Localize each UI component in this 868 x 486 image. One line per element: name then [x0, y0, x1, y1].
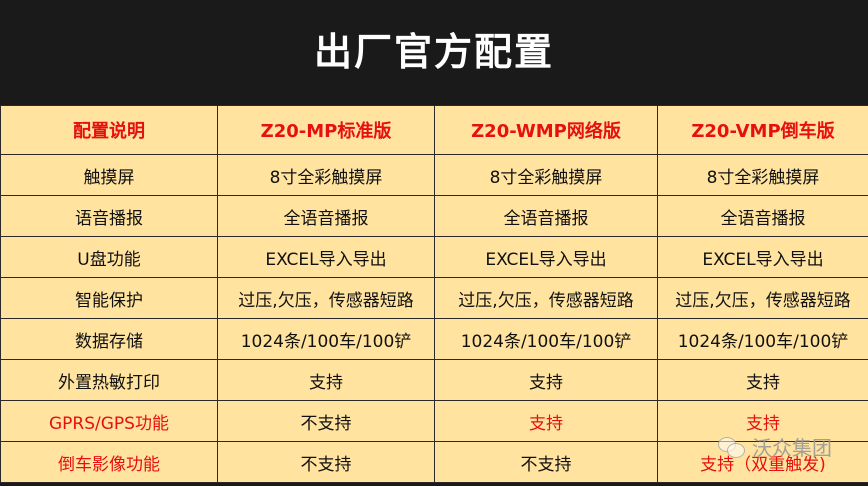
table-row: GPRS/GPS功能 不支持 支持 支持: [0, 400, 868, 442]
feature-label-cell: 数据存储: [0, 318, 218, 360]
feature-label-cell: 触摸屏: [0, 154, 218, 196]
value-cell: 支持: [434, 359, 658, 401]
wechat-icon: [718, 436, 746, 458]
table-row: 数据存储 1024条/100车/100铲 1024条/100车/100铲 1024条/…: [0, 318, 868, 360]
value-cell: 不支持: [217, 441, 435, 483]
value-cell: 支持: [434, 400, 658, 442]
table-row: U盘功能 EXCEL导入导出 EXCEL导入导出 EXCEL导入导出: [0, 236, 868, 278]
table-row: 触摸屏 8寸全彩触摸屏 8寸全彩触摸屏 8寸全彩触摸屏: [0, 154, 868, 196]
value-cell: EXCEL导入导出: [217, 236, 435, 278]
table-row: 倒车影像功能 不支持 不支持 支持（双重触发): [0, 441, 868, 483]
value-cell: EXCEL导入导出: [657, 236, 868, 278]
value-cell: 1024条/100车/100铲: [657, 318, 868, 360]
value-cell: 不支持: [434, 441, 658, 483]
feature-label-cell: 外置热敏打印: [0, 359, 218, 401]
page-title: 出厂官方配置: [313, 30, 554, 74]
config-table: 配置说明 Z20-MP标准版 Z20-WMP网络版 Z20-VMP倒车版 触摸屏…: [0, 105, 868, 483]
value-cell: 1024条/100车/100铲: [434, 318, 658, 360]
watermark: 沃众集团: [718, 432, 832, 461]
table-header-row: 配置说明 Z20-MP标准版 Z20-WMP网络版 Z20-VMP倒车版: [0, 105, 868, 155]
value-cell: 过压,欠压，传感器短路: [657, 277, 868, 319]
value-cell: 过压,欠压，传感器短路: [434, 277, 658, 319]
title-bar: 出厂官方配置: [0, 0, 868, 105]
table-row: 外置热敏打印 支持 支持 支持: [0, 359, 868, 401]
value-cell: 不支持: [217, 400, 435, 442]
value-cell: 全语音播报: [657, 195, 868, 237]
value-cell: 全语音播报: [434, 195, 658, 237]
feature-label-cell: GPRS/GPS功能: [0, 400, 218, 442]
header-cell: 配置说明: [0, 105, 218, 155]
value-cell: 8寸全彩触摸屏: [657, 154, 868, 196]
value-cell: 全语音播报: [217, 195, 435, 237]
table-row: 语音播报 全语音播报 全语音播报 全语音播报: [0, 195, 868, 237]
header-cell: Z20-WMP网络版: [434, 105, 658, 155]
value-cell: 8寸全彩触摸屏: [434, 154, 658, 196]
feature-label-cell: 倒车影像功能: [0, 441, 218, 483]
value-cell: EXCEL导入导出: [434, 236, 658, 278]
value-cell: 支持: [657, 359, 868, 401]
feature-label-cell: U盘功能: [0, 236, 218, 278]
table-row: 智能保护 过压,欠压，传感器短路 过压,欠压，传感器短路 过压,欠压，传感器短路: [0, 277, 868, 319]
value-cell: 8寸全彩触摸屏: [217, 154, 435, 196]
feature-label-cell: 语音播报: [0, 195, 218, 237]
value-cell: 过压,欠压，传感器短路: [217, 277, 435, 319]
value-cell: 1024条/100车/100铲: [217, 318, 435, 360]
value-cell: 支持: [657, 400, 868, 442]
value-cell: 支持: [217, 359, 435, 401]
value-cell: 支持（双重触发): [657, 441, 868, 483]
header-cell: Z20-VMP倒车版: [657, 105, 868, 155]
header-cell: Z20-MP标准版: [217, 105, 435, 155]
watermark-text: 沃众集团: [752, 436, 832, 460]
feature-label-cell: 智能保护: [0, 277, 218, 319]
